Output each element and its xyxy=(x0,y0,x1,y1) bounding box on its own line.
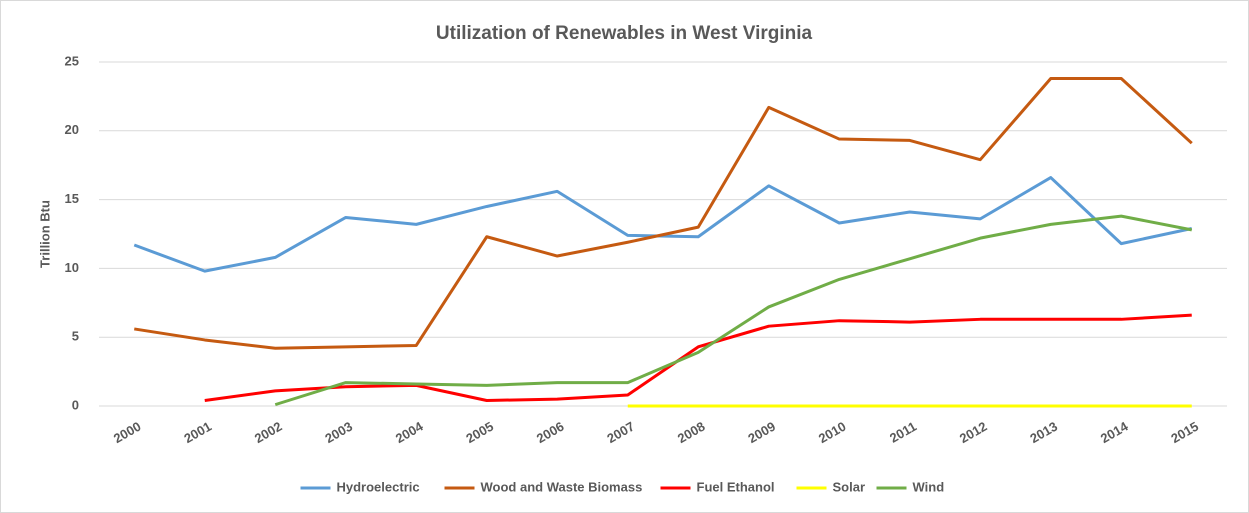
y-tick-label: 5 xyxy=(72,329,79,344)
series-line xyxy=(134,77,1193,350)
y-tick-label: 25 xyxy=(65,53,79,68)
legend-label: Wood and Waste Biomass xyxy=(481,479,643,494)
y-axis-label: Trillion Btu xyxy=(37,200,52,268)
y-tick-label: 20 xyxy=(65,122,79,137)
series-line xyxy=(204,313,1192,402)
legend-label: Fuel Ethanol xyxy=(697,479,775,494)
legend-label: Hydroelectric xyxy=(337,479,420,494)
chart-title: Utilization of Renewables in West Virgin… xyxy=(436,23,813,44)
y-tick-label: 0 xyxy=(72,397,79,412)
y-tick-label: 15 xyxy=(65,191,79,206)
series-line xyxy=(274,214,1193,407)
legend-label: Solar xyxy=(833,479,866,494)
y-tick-label: 10 xyxy=(65,260,79,275)
legend-label: Wind xyxy=(913,479,945,494)
